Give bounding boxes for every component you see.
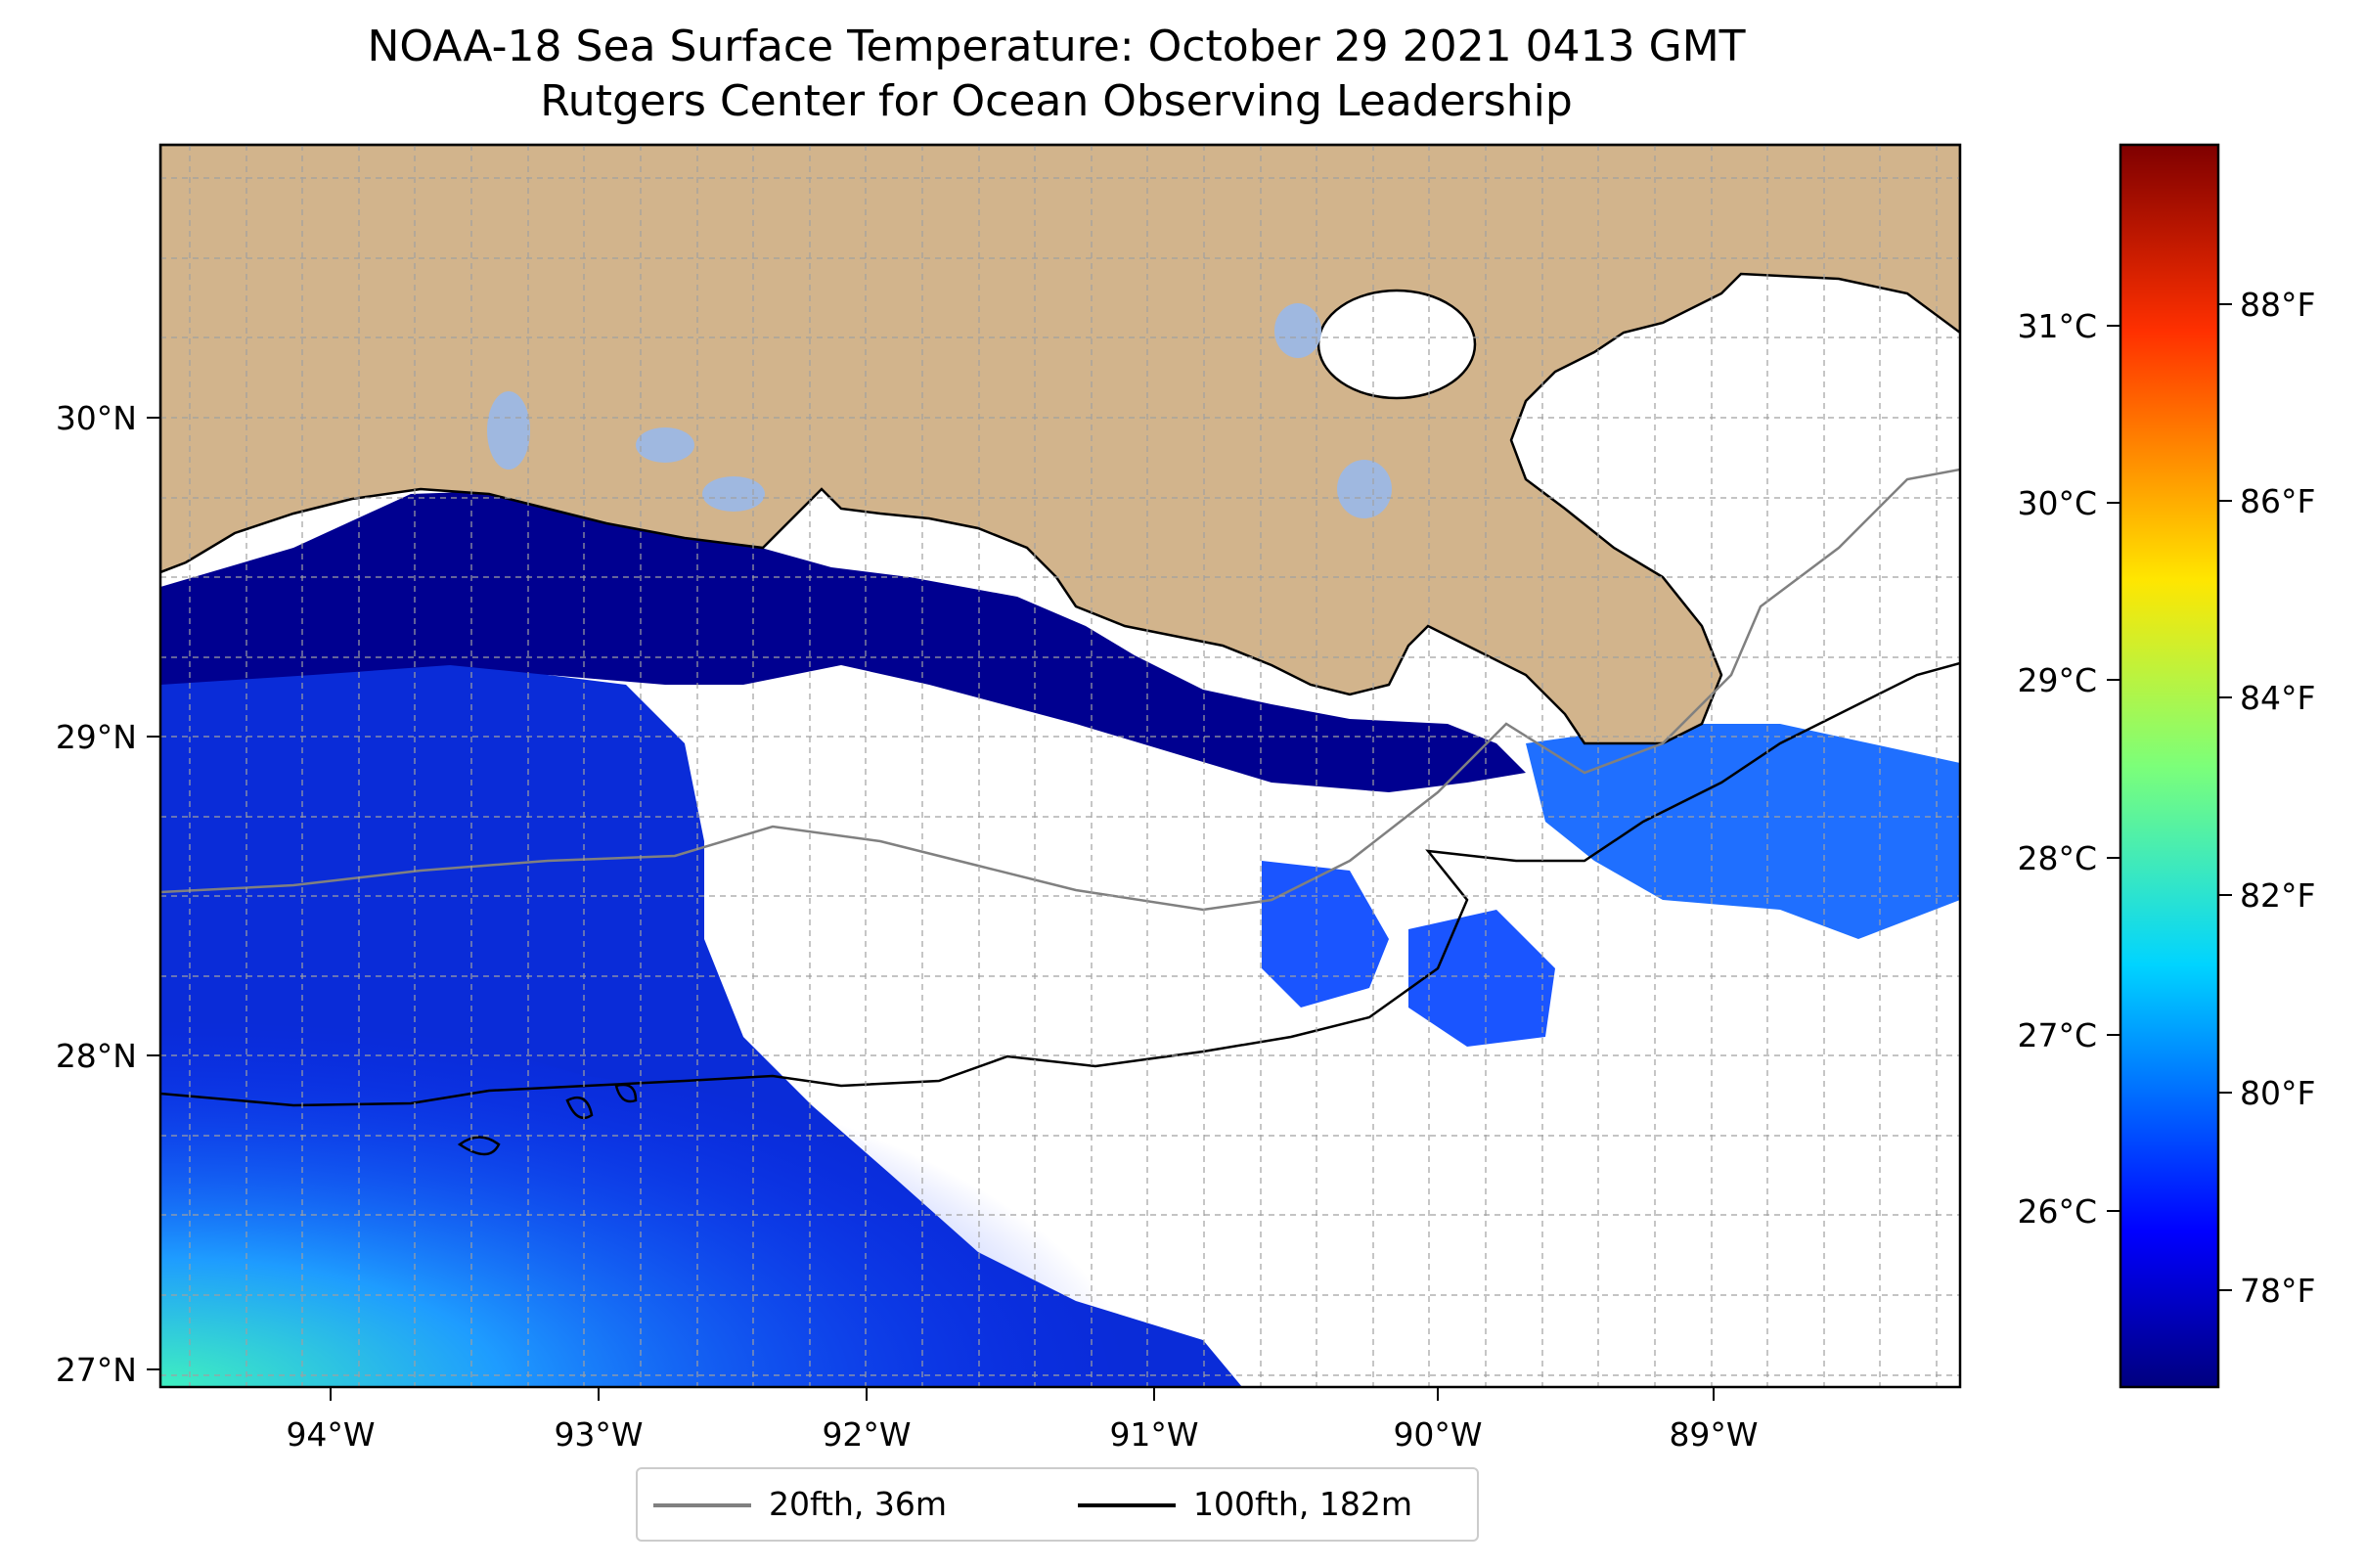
lake <box>487 391 530 470</box>
lake <box>702 476 765 512</box>
axis-ticks <box>147 417 1715 1401</box>
lon-tick-label: 92°W <box>822 1415 911 1454</box>
fahrenheit-tick-label: 82°F <box>2240 876 2315 915</box>
map-frame <box>158 143 1962 1389</box>
legend-line-20fth <box>653 1503 751 1507</box>
lake <box>1337 460 1392 518</box>
legend-label-20fth: 20fth, 36m <box>769 1485 947 1523</box>
sst-cold-band <box>160 489 1526 792</box>
celsius-tick-label: 27°C <box>2017 1016 2097 1054</box>
legend-label-100fth: 100fth, 182m <box>1193 1485 1412 1523</box>
lon-tick-label: 94°W <box>286 1415 375 1454</box>
celsius-tick-label: 30°C <box>2017 484 2097 522</box>
lat-tick-label: 29°N <box>56 718 137 756</box>
colorbar-ticks <box>2107 303 2232 1291</box>
land-mass <box>160 145 1960 745</box>
fahrenheit-tick-label: 88°F <box>2240 286 2315 324</box>
map-gridlines <box>160 145 1960 1387</box>
lon-tick-label: 91°W <box>1109 1415 1198 1454</box>
lake <box>636 427 694 463</box>
fahrenheit-tick-label: 78°F <box>2240 1272 2315 1310</box>
legend-line-100fth <box>1078 1503 1176 1507</box>
sst-mid-patch <box>1262 861 1389 1008</box>
map-area <box>160 145 1960 1387</box>
fahrenheit-tick-label: 86°F <box>2240 482 2315 520</box>
chart-subtitle: Rutgers Center for Ocean Observing Leade… <box>540 76 1573 126</box>
celsius-tick-label: 29°C <box>2017 661 2097 699</box>
celsius-tick-label: 26°C <box>2017 1192 2097 1231</box>
lon-tick-label: 90°W <box>1393 1415 1482 1454</box>
fahrenheit-tick-label: 80°F <box>2240 1074 2315 1112</box>
lat-tick-label: 27°N <box>56 1351 137 1389</box>
chart-title: NOAA-18 Sea Surface Temperature: October… <box>367 22 1746 71</box>
fahrenheit-tick-label: 84°F <box>2240 679 2315 717</box>
celsius-tick-label: 31°C <box>2017 307 2097 345</box>
sst-east-patch <box>1526 724 1960 939</box>
legend: 20fth, 36m 100fth, 182m <box>636 1467 1479 1542</box>
sst-warm-patch <box>160 978 1242 1387</box>
lat-tick-label: 30°N <box>56 399 137 437</box>
lake <box>1274 303 1321 358</box>
lake-pontchartrain <box>1316 289 1477 400</box>
celsius-tick-label: 28°C <box>2017 839 2097 877</box>
lat-tick-label: 28°N <box>56 1037 137 1075</box>
lon-tick-label: 93°W <box>554 1415 643 1454</box>
contour-100fth <box>160 661 1960 1107</box>
colorbar <box>2119 143 2220 1389</box>
lon-tick-label: 89°W <box>1669 1415 1758 1454</box>
contour-20fth <box>160 468 1960 912</box>
sst-mid-patch-2 <box>1408 910 1555 1047</box>
